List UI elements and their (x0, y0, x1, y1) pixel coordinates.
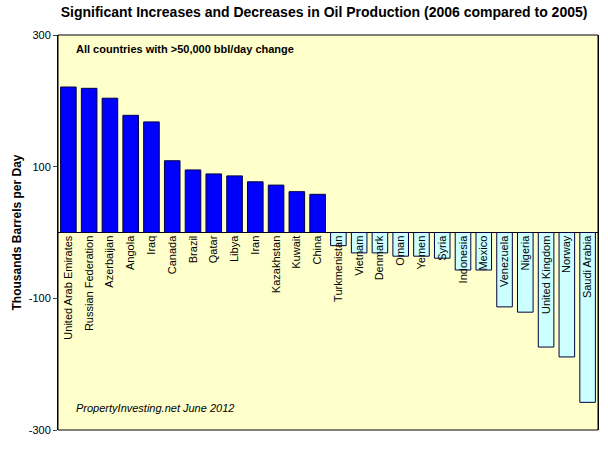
svg-text:Kuwait: Kuwait (290, 236, 302, 269)
svg-text:Turkmenistan: Turkmenistan (332, 236, 344, 302)
svg-text:Syria: Syria (436, 235, 448, 261)
svg-text:Iraq: Iraq (145, 236, 157, 255)
svg-text:Norway: Norway (560, 235, 572, 273)
svg-text:Mexico: Mexico (477, 236, 489, 271)
svg-text:Russian Federation: Russian Federation (83, 236, 95, 331)
svg-text:Angola: Angola (124, 235, 136, 270)
svg-text:United Kingdom: United Kingdom (540, 236, 552, 314)
svg-text:-100: -100 (29, 292, 51, 304)
svg-text:-300: -300 (29, 424, 51, 436)
svg-text:Vietnam: Vietnam (353, 236, 365, 276)
svg-text:China: China (311, 235, 323, 265)
svg-text:Oman: Oman (394, 236, 406, 266)
svg-text:Qatar: Qatar (207, 235, 219, 263)
svg-text:Iran: Iran (249, 236, 261, 255)
svg-text:100: 100 (32, 161, 50, 173)
svg-text:Thousands Barrels per Day: Thousands Barrels per Day (10, 154, 24, 310)
svg-text:United Arab Emirates: United Arab Emirates (62, 235, 74, 339)
svg-text:Azerbaijan: Azerbaijan (103, 236, 115, 288)
svg-text:Yemen: Yemen (415, 236, 427, 270)
svg-text:Kazakhstan: Kazakhstan (270, 236, 282, 293)
svg-text:Nigeria: Nigeria (519, 235, 531, 271)
svg-text:300: 300 (32, 29, 50, 41)
svg-text:Significant Increases and Decr: Significant Increases and Decreases in O… (61, 4, 588, 20)
svg-text:Libya: Libya (228, 235, 240, 262)
svg-text:PropertyInvesting.net June 201: PropertyInvesting.net June 2012 (76, 402, 234, 414)
svg-text:Brazil: Brazil (187, 236, 199, 264)
svg-text:All countries with >50,000 bbl: All countries with >50,000 bbl/day chang… (76, 43, 294, 55)
svg-text:Venezuela: Venezuela (498, 235, 510, 287)
svg-text:Indonesia: Indonesia (457, 235, 469, 284)
svg-text:Canada: Canada (166, 235, 178, 274)
svg-text:Denmark: Denmark (373, 235, 385, 280)
svg-text:Saudi Arabia: Saudi Arabia (581, 235, 593, 298)
